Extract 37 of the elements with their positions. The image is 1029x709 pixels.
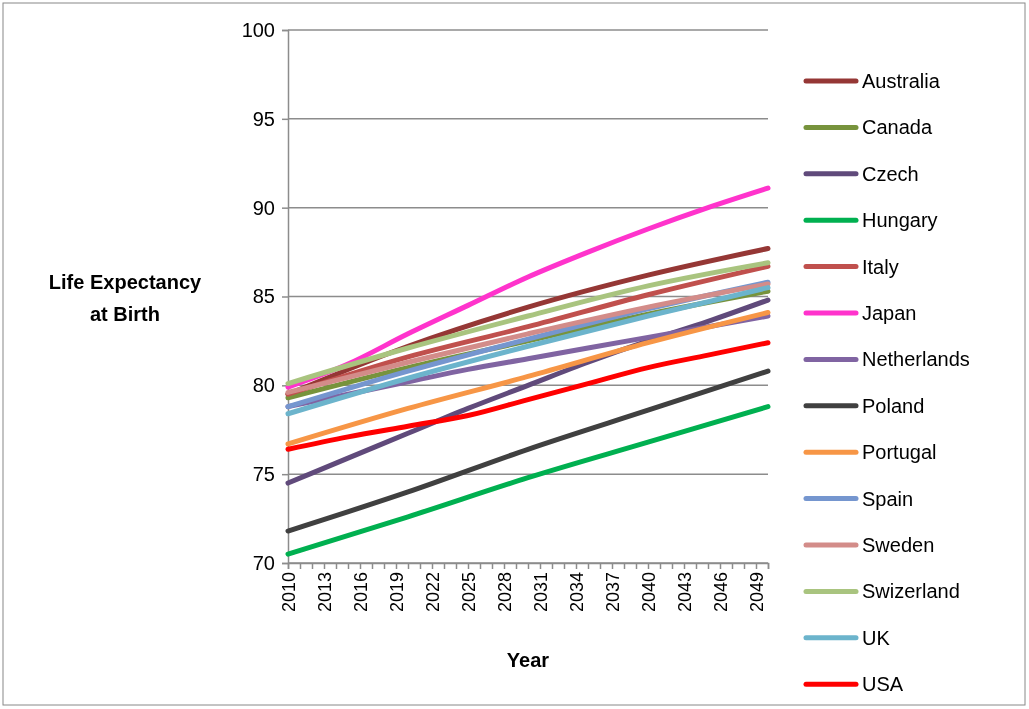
legend-label: Italy <box>862 255 899 278</box>
legend-label: Canada <box>862 116 933 139</box>
x-tick-label: 2043 <box>674 572 695 613</box>
y-axis-title: Life Expectancy at Birth <box>48 271 203 325</box>
legend-label: Swizerland <box>862 580 960 603</box>
y-tick-label: 100 <box>241 18 275 41</box>
x-tick-label: 2013 <box>314 572 335 613</box>
y-tick-label: 95 <box>252 107 275 130</box>
x-axis-title: Year <box>506 649 550 671</box>
y-tick-label: 80 <box>252 374 275 397</box>
x-tick-label: 2016 <box>350 572 371 613</box>
legend-label: Japan <box>862 302 917 324</box>
legend-label: Sweden <box>862 534 935 556</box>
x-tick-label: 2046 <box>710 572 731 613</box>
x-tick-label: 2025 <box>458 572 479 613</box>
legend-label: Spain <box>862 487 914 510</box>
x-tick-label: 2034 <box>566 572 587 613</box>
legend-label: UK <box>862 626 891 649</box>
x-tick-label: 2028 <box>494 572 515 613</box>
legend-label: Czech <box>862 162 919 185</box>
x-tick-label: 2037 <box>602 572 623 613</box>
x-tick-label: 2010 <box>278 572 299 613</box>
x-tick-label: 2031 <box>530 572 551 613</box>
x-tick-label: 2040 <box>638 572 659 613</box>
x-tick-label: 2019 <box>386 572 407 613</box>
legend-label: Australia <box>862 70 941 92</box>
legend-label: Hungary <box>862 209 938 232</box>
legend-label: Portugal <box>862 441 937 464</box>
y-tick-label: 70 <box>252 551 275 574</box>
legend-label: Poland <box>862 394 925 417</box>
legend-label: Netherlands <box>862 348 970 371</box>
legend-label: USA <box>862 673 904 696</box>
y-tick-label: 90 <box>252 196 275 219</box>
x-tick-label: 2049 <box>746 572 767 613</box>
y-tick-label: 85 <box>252 285 275 308</box>
x-tick-label: 2022 <box>422 572 443 613</box>
y-tick-label: 75 <box>252 463 275 486</box>
